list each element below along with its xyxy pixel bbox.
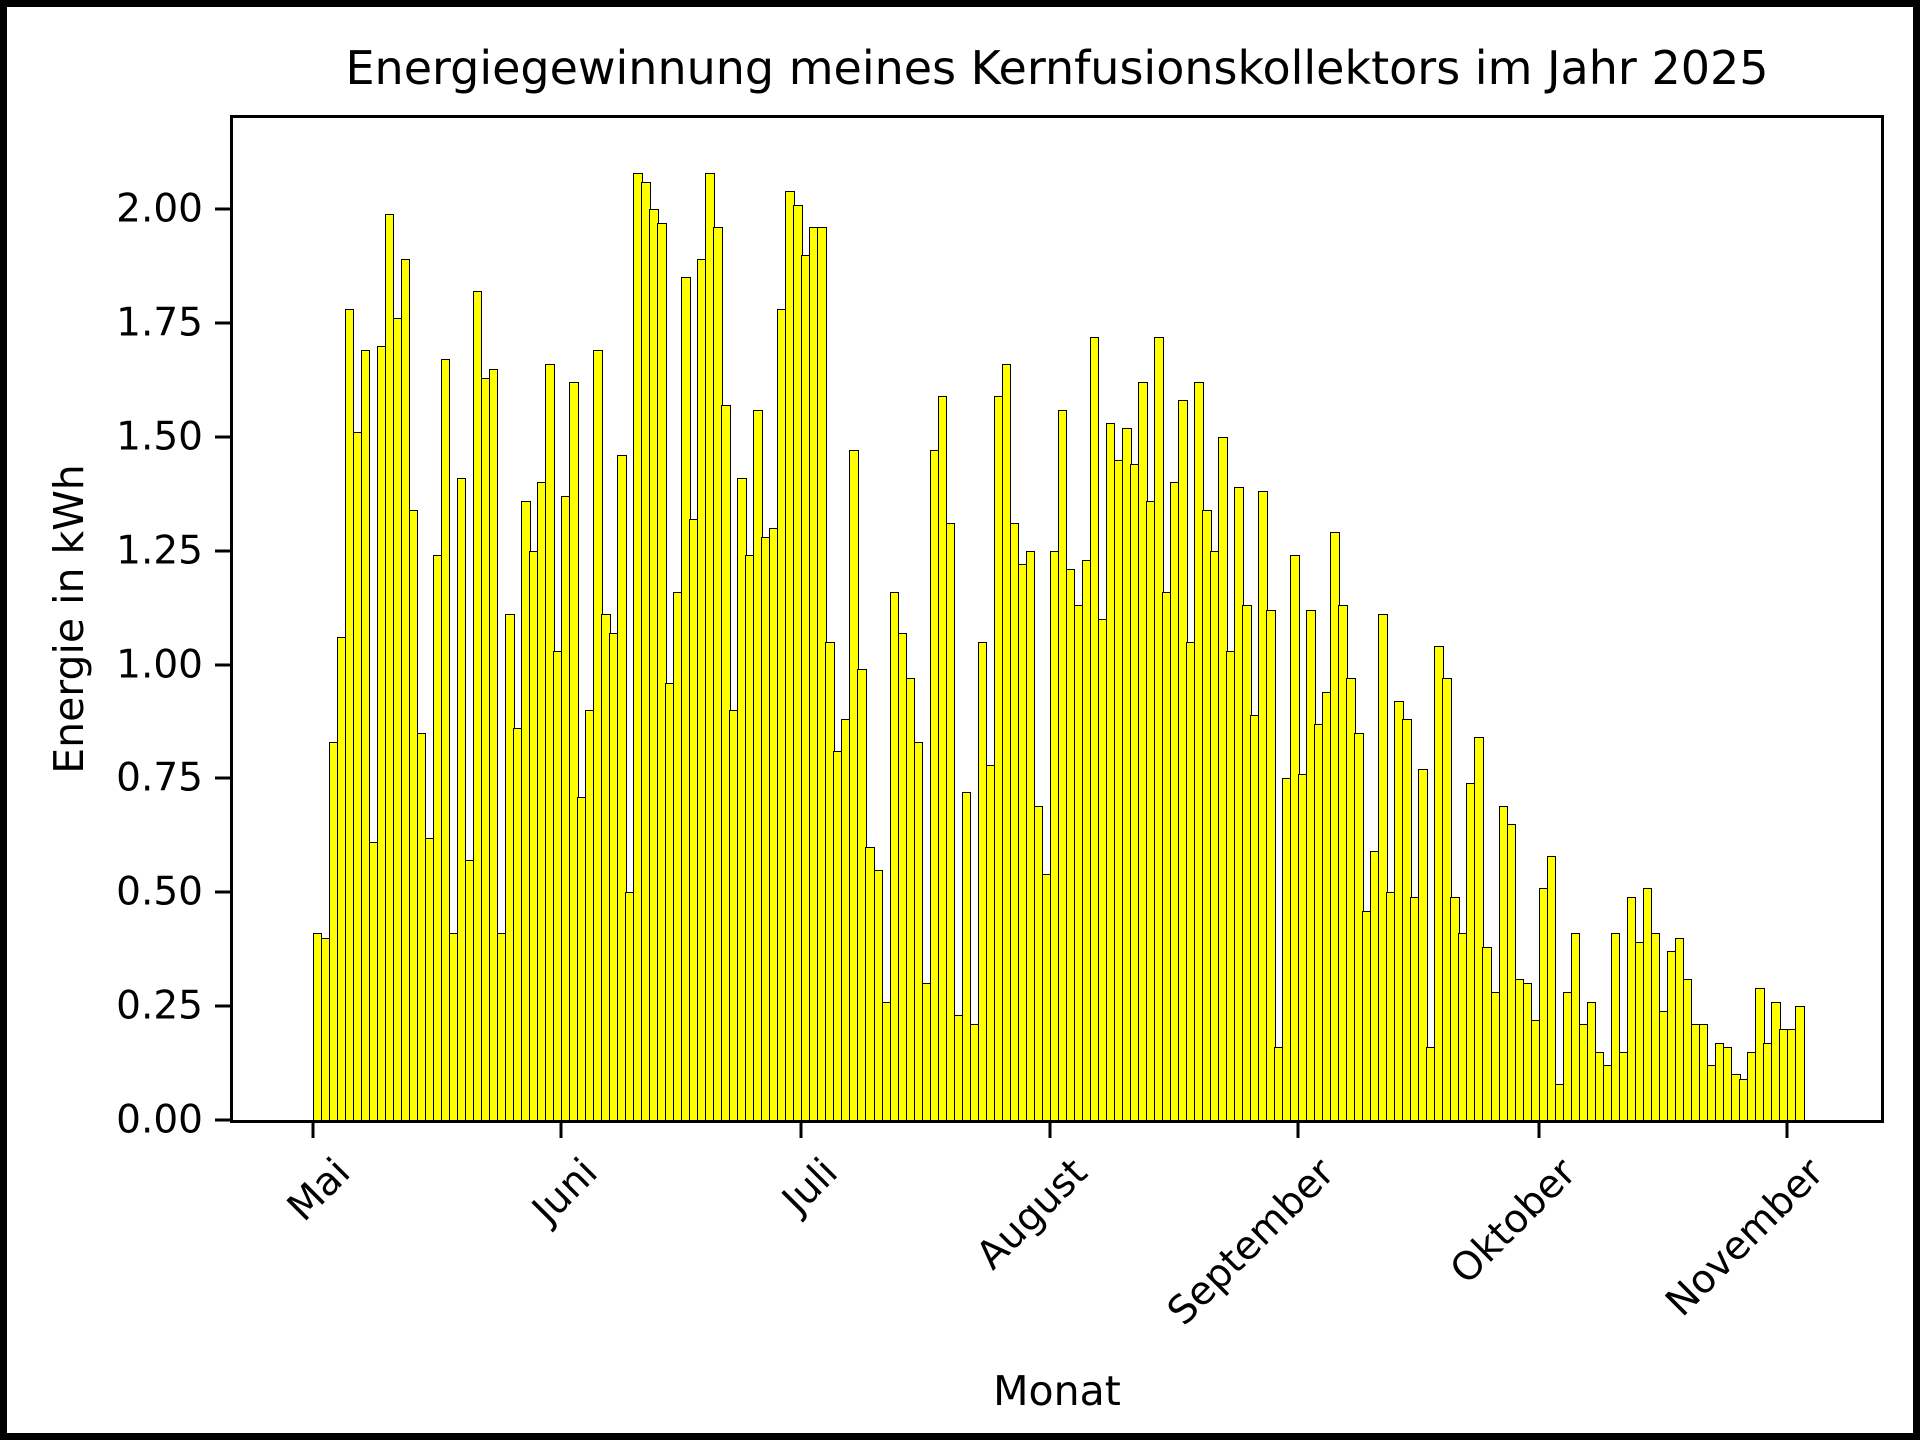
bar-day-139	[1418, 769, 1428, 1120]
x-tick	[1048, 1123, 1052, 1138]
bar-day-7	[360, 350, 371, 1120]
bar-day-76	[913, 741, 924, 1120]
y-tick	[215, 435, 230, 439]
y-tick	[215, 890, 230, 894]
y-axis-label: Energie in kWh	[45, 464, 93, 774]
bar-day-146	[1474, 737, 1485, 1120]
bar-day-39	[617, 455, 627, 1120]
x-tick	[1537, 1123, 1541, 1138]
y-tick-label: 0.50	[116, 869, 203, 915]
chart-title: Energiegewinnung meines Kernfusionskolle…	[345, 41, 1769, 95]
x-tick	[799, 1123, 803, 1138]
x-tick-label-mai: Mai	[278, 1150, 359, 1231]
y-tick-label: 1.25	[116, 528, 203, 574]
x-tick	[1296, 1123, 1300, 1138]
y-tick-label: 0.75	[116, 755, 203, 801]
bar-day-163	[1610, 933, 1621, 1120]
y-tick-label: 1.75	[116, 300, 203, 346]
bar-day-23	[488, 368, 499, 1120]
y-tick	[215, 207, 230, 211]
x-tick	[1785, 1123, 1789, 1138]
y-tick	[215, 663, 230, 667]
x-tick-label-oktober: Oktober	[1441, 1150, 1585, 1293]
y-tick-label: 1.50	[116, 414, 203, 460]
bar-day-82	[961, 792, 972, 1120]
bar-day-71	[873, 869, 884, 1120]
bar-day-19	[456, 477, 467, 1120]
bar-day-33	[569, 382, 579, 1120]
y-tick	[215, 1004, 230, 1008]
y-tick-label: 0.25	[116, 983, 203, 1029]
x-axis-label: Monat	[993, 1367, 1121, 1415]
x-tick-label-juni: Juni	[524, 1150, 607, 1233]
x-tick-label-september: September	[1159, 1150, 1344, 1335]
y-tick	[215, 549, 230, 553]
plot-area	[230, 115, 1884, 1123]
bar-day-44	[657, 222, 667, 1120]
y-tick-label: 2.00	[116, 186, 203, 232]
y-tick-label: 1.00	[116, 642, 203, 688]
bar-day-134	[1378, 614, 1388, 1120]
x-tick	[559, 1123, 563, 1138]
y-tick	[215, 776, 230, 780]
bar-day-186	[1795, 1006, 1805, 1120]
x-tick-label-juli: Juli	[774, 1150, 848, 1223]
x-tick	[311, 1123, 315, 1138]
bar-day-120	[1266, 609, 1276, 1120]
bar-day-80	[945, 523, 956, 1120]
y-tick	[215, 1118, 230, 1122]
y-tick-label: 0.00	[116, 1097, 203, 1143]
x-tick-label-august: August	[967, 1150, 1097, 1279]
bar-day-150	[1506, 823, 1517, 1120]
x-tick-label-november: November	[1657, 1150, 1833, 1326]
bar-day-17	[440, 359, 451, 1120]
bar-day-155	[1546, 855, 1557, 1120]
y-tick	[215, 321, 230, 325]
